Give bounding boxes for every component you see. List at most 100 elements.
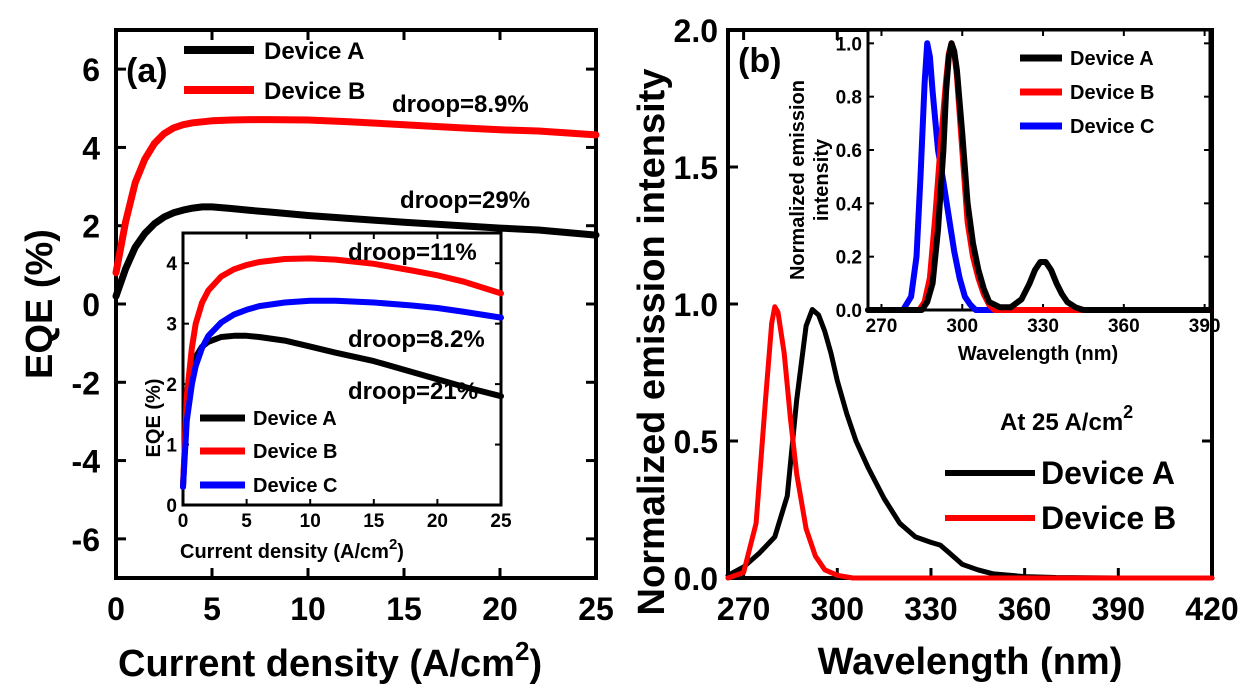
panel-b-inset-x-tick-label: 330	[1027, 316, 1059, 337]
inset-b-legend-label-device-b: Device B	[1070, 82, 1155, 104]
panel-a-inset-x-tick-label: 20	[427, 511, 448, 532]
panel-a-y-axis-label: EQE (%)	[19, 229, 61, 379]
panel-b-inset-x-tick-label: 300	[946, 316, 978, 337]
panel-b-inset-ticks: 270 300 330 360 390 0.0 0.2 0.4 0.6 0.8 1.0	[836, 30, 1221, 337]
panel-a-inset-y-axis-label: EQE (%)	[143, 379, 165, 458]
panel-a-inset-x-axis-label: Current density (A/cm2)	[180, 536, 404, 563]
panel-b-y-tick-label: 0.5	[674, 424, 718, 460]
panel-a-x-tick-label: 0	[107, 591, 125, 627]
panel-a-inset-y-tick-label: 3	[166, 315, 177, 336]
inset-legend-label-device-a: Device A	[253, 408, 337, 430]
panel-b-legend: Device A Device B	[945, 455, 1176, 536]
panel-a-label: (a)	[126, 52, 168, 90]
legend-label-device-b: Device B	[264, 78, 365, 105]
panel-b-inset-y-tick-label: 0.0	[836, 301, 862, 322]
panel-a-x-axis-label-sup: 2	[515, 636, 529, 666]
panel-b-inset-x-tick-label: 360	[1108, 316, 1140, 337]
panel-b-inset-y-tick-label: 0.8	[836, 88, 862, 109]
panel-b-inset-curves	[865, 40, 1213, 313]
panel-b-x-tick-label: 420	[1185, 591, 1238, 627]
panel-b-x-tick-label: 300	[811, 591, 864, 627]
panel-b-x-tick-label: 390	[1092, 591, 1145, 627]
inset-b-legend-label-device-a: Device A	[1070, 48, 1154, 70]
legend-b-label-device-b: Device B	[1041, 500, 1176, 536]
panel-a-x-axis-label-close: )	[529, 643, 542, 685]
panel-b-ticks: 270 300 330 360 390 420 0.0 0.5 1.0 1.5 2.0	[674, 13, 1239, 627]
panel-a-x-tick-label: 5	[203, 591, 221, 627]
panel-b-inset-series-device-a	[865, 40, 1213, 313]
panel-b-y-axis-label: Normalized emission intensity	[631, 69, 673, 616]
panel-a-inset-ticks: 0 5 10 15 20 25 0 1 2 3 4	[166, 233, 512, 532]
panel-b-inset-x-tick-label: 390	[1189, 316, 1221, 337]
legend-label-device-a: Device A	[264, 38, 365, 65]
panel-a-inset-series-device-c	[180, 297, 504, 490]
panel-b-inset-series-device-c	[865, 40, 1213, 313]
panel-a-inset-x-tick-label: 0	[178, 511, 189, 532]
panel-a-y-tick-label: -2	[72, 365, 100, 401]
panel-a-y-tick-label: 6	[82, 52, 100, 88]
panel-a-series-device-b	[112, 116, 600, 277]
panel-a-curves	[112, 116, 600, 300]
panel-b-inset-y-axis-label-line2: intensity	[811, 138, 833, 221]
panel-a-x-axis-label-main: Current density (A/cm	[118, 643, 515, 685]
panel-b: 270 300 330 360 390 420 0.0 0.5 1.0 1.5 2.0 (b) No…	[631, 13, 1239, 683]
panel-a-series-device-a	[112, 203, 600, 300]
panel-a-inset: 0 5 10 15 20 25 0 1 2 3 4 droop=11% droop=8.2% dro…	[143, 231, 512, 563]
panel-b-curves	[725, 304, 1215, 581]
panel-b-inset-y-tick-label: 1.0	[836, 34, 862, 55]
panel-b-x-tick-label: 270	[717, 591, 770, 627]
panel-b-condition-label: At 25 A/cm2	[1000, 402, 1133, 436]
inset-legend-label-device-c: Device C	[253, 475, 338, 497]
panel-b-inset: 270 300 330 360 390 0.0 0.2 0.4 0.6 0.8 1.0 Device…	[787, 28, 1221, 365]
panel-b-x-tick-label: 360	[998, 591, 1051, 627]
panel-a-inset-series-device-b	[180, 255, 504, 490]
panel-a-x-axis-label: Current density (A/cm2)	[118, 636, 542, 685]
annotation-droop-device-b: droop=8.9%	[392, 91, 529, 118]
panel-a-inset-x-axis-label-close: )	[397, 541, 404, 563]
panel-a-inset-x-tick-label: 5	[241, 511, 252, 532]
panel-a-y-tick-label: -6	[72, 522, 100, 558]
panel-b-y-tick-label: 0.0	[674, 561, 718, 597]
annotation-droop-device-a: droop=29%	[400, 187, 530, 214]
panel-a-x-tick-label: 20	[482, 591, 518, 627]
panel-a-inset-y-tick-label: 1	[166, 436, 177, 457]
panel-b-inset-x-tick-label: 270	[866, 316, 898, 337]
panel-b-x-axis-label: Wavelength (nm)	[818, 641, 1123, 683]
panel-b-inset-legend: Device A Device B Device C	[1020, 48, 1155, 138]
inset-b-legend-label-device-c: Device C	[1070, 116, 1155, 138]
panel-b-inset-y-tick-label: 0.4	[836, 194, 863, 215]
panel-b-inset-y-tick-label: 0.6	[836, 141, 862, 162]
panel-a-inset-x-axis-label-sup: 2	[389, 536, 397, 553]
panel-a-y-tick-label: -4	[72, 444, 101, 480]
panel-a-x-tick-label: 25	[578, 591, 614, 627]
inset-annotation-droop-device-b: droop=11%	[348, 239, 477, 266]
panel-a-y-tick-label: 2	[82, 209, 100, 245]
panel-a-inset-legend: Device A Device B Device C	[200, 408, 338, 497]
panel-a-legend: Device A Device B	[184, 38, 365, 105]
panel-b-x-tick-label: 330	[904, 591, 957, 627]
panel-a-x-tick-label: 15	[386, 591, 422, 627]
inset-annotation-droop-device-c: droop=8.2%	[348, 326, 485, 353]
panel-a-inset-y-tick-label: 4	[166, 254, 177, 275]
panel-b-inset-y-tick-label: 0.2	[836, 248, 862, 269]
panel-a-inset-x-tick-label: 25	[490, 511, 512, 532]
panel-b-label: (b)	[738, 42, 781, 80]
panel-a-y-tick-label: 4	[82, 130, 100, 166]
panel-b-inset-y-axis-label-line1: Normalized emission	[787, 80, 809, 280]
panel-a-inset-x-tick-label: 10	[300, 511, 321, 532]
panel-a-inset-curves	[180, 255, 504, 490]
panel-b-inset-x-axis-label: Wavelength (nm)	[958, 343, 1118, 365]
panel-a-y-tick-label: 0	[82, 287, 100, 323]
panel-b-y-tick-label: 2.0	[674, 13, 718, 49]
inset-legend-label-device-b: Device B	[253, 441, 338, 463]
inset-annotation-droop-device-a: droop=21%	[348, 378, 478, 405]
panel-a-inset-y-tick-label: 0	[166, 496, 177, 517]
panel-a-inset-x-tick-label: 15	[363, 511, 385, 532]
panel-b-condition-main: At 25 A/cm	[1000, 409, 1123, 436]
panel-b-condition-sup: 2	[1123, 402, 1133, 422]
panel-a-x-tick-label: 10	[290, 591, 326, 627]
panel-b-series-device-b	[725, 304, 1215, 581]
panel-b-y-tick-label: 1.5	[674, 150, 718, 186]
